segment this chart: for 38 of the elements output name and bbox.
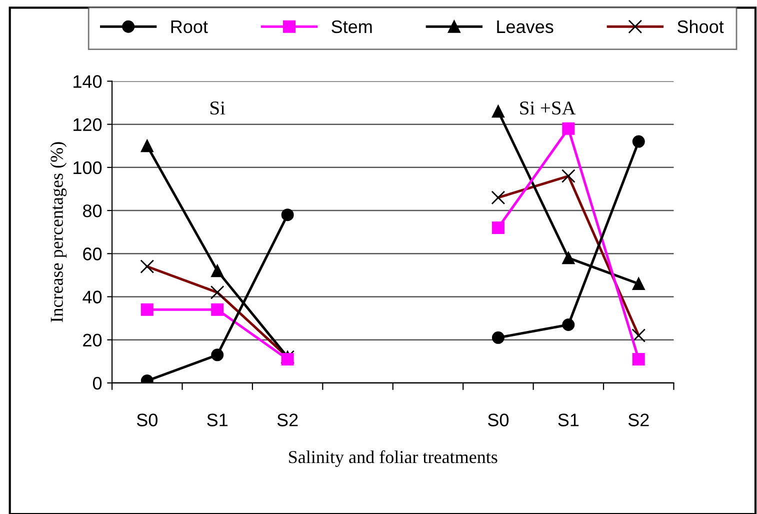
legend-label: Shoot — [678, 20, 724, 34]
point — [211, 303, 224, 316]
y-tick-label: 80 — [83, 204, 102, 218]
point — [562, 122, 575, 135]
point — [562, 318, 575, 331]
point — [140, 303, 154, 316]
point — [492, 331, 504, 344]
annotation: Si +SA — [520, 102, 576, 115]
y-tick-label: 0 — [92, 376, 102, 390]
x-tick-label: S0 — [488, 414, 509, 426]
x-tick-label: S2 — [277, 414, 298, 426]
legend-label: Leaves — [497, 20, 554, 34]
point — [562, 252, 575, 264]
legend-label: Stem — [332, 20, 372, 34]
x-tick-label: S1 — [558, 414, 579, 426]
y-tick-label: 60 — [83, 248, 102, 260]
point — [281, 208, 294, 222]
point — [632, 135, 645, 148]
point — [632, 278, 645, 290]
point — [211, 264, 224, 278]
x-tick-label: S2 — [628, 414, 649, 426]
point — [492, 222, 504, 234]
x-tick-label: S1 — [207, 414, 228, 426]
annotation: Si — [210, 102, 226, 115]
y-tick-label: 100 — [74, 161, 102, 174]
legend-label: Root — [171, 20, 208, 34]
point — [632, 352, 645, 366]
y-axis-title: Increase percentages (%) — [50, 142, 67, 322]
y-tick-label: 20 — [83, 334, 102, 347]
y-tick-label: 140 — [74, 75, 102, 88]
x-axis-title: Salinity and foliar treatments — [289, 450, 498, 467]
y-tick-label: 120 — [74, 118, 102, 132]
point — [211, 348, 224, 362]
x-tick-label: S0 — [136, 414, 158, 426]
y-tick-label: 40 — [82, 290, 102, 304]
point — [281, 352, 294, 366]
point — [140, 140, 154, 152]
point — [492, 105, 504, 118]
